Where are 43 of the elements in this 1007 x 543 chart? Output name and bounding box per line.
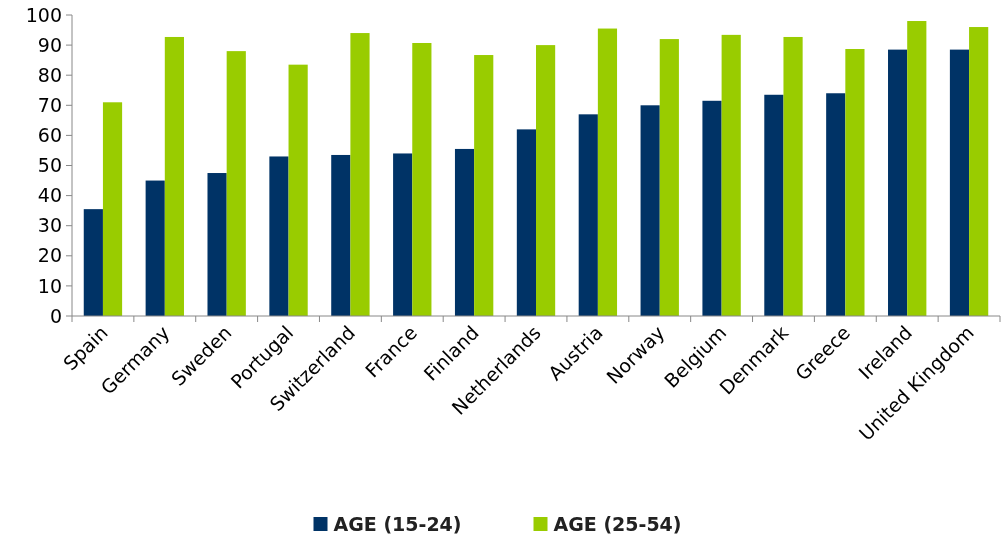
legend-label: AGE (15-24)	[333, 512, 462, 535]
bar	[516, 129, 536, 316]
bar	[288, 64, 308, 316]
bar	[331, 154, 351, 316]
bar	[949, 49, 970, 316]
bar	[474, 55, 494, 316]
y-tick-label: 30	[37, 214, 62, 237]
bar	[702, 100, 722, 316]
bar	[164, 36, 184, 316]
y-tick-label: 60	[37, 124, 62, 147]
bar	[454, 148, 475, 316]
bar	[412, 42, 432, 316]
legend-label: AGE (25-54)	[553, 512, 682, 535]
y-tick-label: 90	[37, 33, 62, 56]
bar	[83, 209, 103, 316]
y-tick-label: 50	[37, 154, 62, 177]
y-tick-label: 70	[37, 93, 62, 116]
bar	[226, 51, 246, 316]
y-tick-label: 80	[37, 63, 62, 86]
bar	[350, 33, 370, 316]
bar	[783, 36, 803, 316]
bar	[640, 105, 660, 316]
bar	[145, 180, 165, 316]
bar	[597, 28, 618, 316]
y-tick-label: 0	[49, 304, 62, 327]
y-tick-label: 40	[37, 184, 62, 207]
y-tick-label: 10	[37, 274, 62, 297]
bar	[393, 153, 413, 316]
y-tick-label: 20	[37, 244, 62, 267]
y-tick-label: 100	[25, 3, 62, 26]
bar	[907, 21, 927, 316]
bar	[207, 173, 227, 316]
bar	[659, 39, 679, 316]
bar	[536, 45, 556, 316]
bar	[269, 156, 289, 316]
bar	[969, 27, 989, 316]
bar	[764, 94, 784, 316]
bar	[888, 49, 908, 316]
bar	[845, 49, 865, 316]
bar	[721, 34, 741, 316]
bar	[578, 114, 598, 316]
bar	[102, 102, 123, 316]
bar	[826, 93, 846, 316]
